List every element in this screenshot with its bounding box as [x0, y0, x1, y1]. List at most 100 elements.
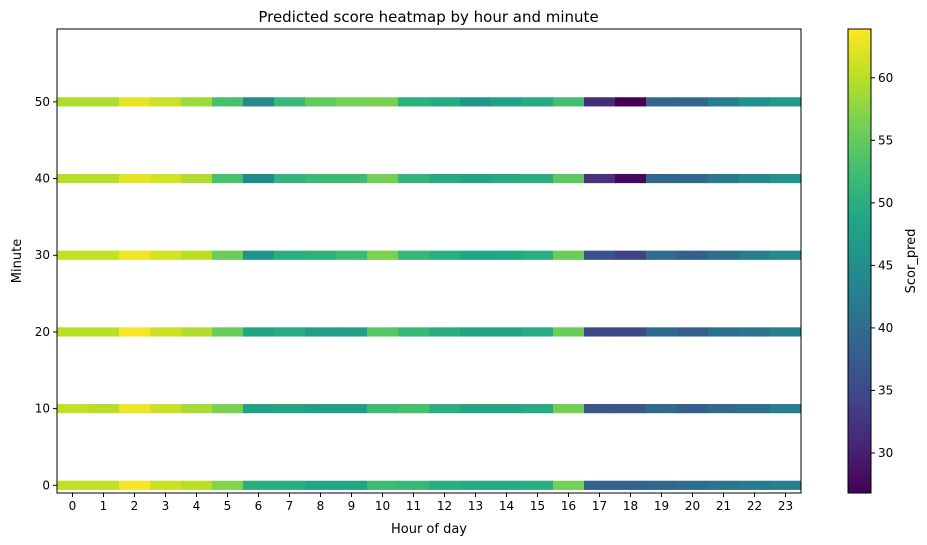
heatmap-cell [584, 250, 616, 260]
x-tick-label: 2 [131, 499, 139, 513]
colorbar-ticks: 30 35 40 45 50 55 60 [871, 71, 893, 460]
heatmap-cell [57, 97, 89, 107]
x-tick-label: 13 [468, 499, 483, 513]
heatmap-cell [57, 480, 89, 490]
y-tick-label: 10 [35, 402, 50, 416]
heatmap-cell [491, 250, 523, 260]
heatmap-cell [88, 250, 120, 260]
heatmap-cell [460, 97, 492, 107]
heatmap-cell [243, 480, 275, 490]
heatmap-cell [88, 480, 120, 490]
heatmap-cell [274, 404, 306, 414]
heatmap-cell [150, 97, 182, 107]
heatmap-cell [305, 404, 337, 414]
heatmap-cell [491, 480, 523, 490]
heatmap-cell [708, 404, 740, 414]
heatmap-cell [336, 173, 368, 184]
heatmap-cell [646, 327, 678, 337]
heatmap-cell [739, 480, 771, 490]
heatmap-cell [398, 250, 430, 260]
heatmap-cell [553, 404, 585, 414]
heatmap-cell [553, 480, 585, 490]
heatmap-cell [522, 404, 554, 414]
heatmap-cell [181, 327, 213, 337]
colorbar-tick-label: 40 [878, 321, 893, 335]
heatmap-cell [739, 173, 771, 184]
x-axis-label: Hour of day [391, 522, 467, 537]
heatmap-cell [677, 480, 709, 490]
colorbar-tick-label: 45 [878, 258, 893, 272]
heatmap-cell [615, 97, 647, 107]
heatmap-cell [150, 173, 182, 184]
heatmap-cell [770, 327, 802, 337]
heatmap-cell [553, 250, 585, 260]
heatmap-cell [119, 250, 151, 260]
heatmap-cell [677, 327, 709, 337]
heatmap-cell [181, 173, 213, 184]
heatmap-cell [429, 327, 461, 337]
heatmap-cell [305, 173, 337, 184]
heatmap-cell [150, 404, 182, 414]
heatmap-cell [119, 404, 151, 414]
heatmap-cell [398, 404, 430, 414]
heatmap-cell [708, 480, 740, 490]
heatmap-cell [243, 327, 275, 337]
heatmap-cell [584, 173, 616, 184]
x-tick-label: 11 [406, 499, 421, 513]
heatmap-cell [212, 173, 244, 184]
heatmap-cell [646, 480, 678, 490]
heatmap-cell [429, 173, 461, 184]
heatmap-cell [57, 327, 89, 337]
x-tick-label: 9 [348, 499, 356, 513]
heatmap-cell [708, 173, 740, 184]
heatmap-cells [57, 97, 802, 490]
heatmap-cell [522, 173, 554, 184]
colorbar-tick-label: 55 [878, 133, 893, 147]
heatmap-cell [429, 480, 461, 490]
heatmap-cell [119, 327, 151, 337]
heatmap-cell [646, 250, 678, 260]
heatmap-cell [243, 404, 275, 414]
x-tick-label: 14 [499, 499, 514, 513]
heatmap-cell [584, 97, 616, 107]
heatmap-cell [305, 250, 337, 260]
heatmap-cell [367, 327, 399, 337]
heatmap-cell [553, 327, 585, 337]
heatmap-cell [57, 404, 89, 414]
heatmap-cell [615, 404, 647, 414]
heatmap-cell [367, 250, 399, 260]
y-tick-label: 0 [42, 478, 50, 492]
x-tick-label: 19 [654, 499, 669, 513]
heatmap-cell [491, 404, 523, 414]
heatmap-cell [398, 480, 430, 490]
heatmap-cell [770, 480, 802, 490]
colorbar [847, 28, 872, 494]
heatmap-cell [615, 327, 647, 337]
x-tick-label: 4 [193, 499, 201, 513]
y-tick-label: 30 [35, 248, 50, 262]
heatmap-cell [398, 327, 430, 337]
x-tick-label: 20 [685, 499, 700, 513]
heatmap-cell [677, 250, 709, 260]
heatmap-cell [212, 97, 244, 107]
heatmap-cell [367, 480, 399, 490]
x-tick-label: 7 [286, 499, 294, 513]
heatmap-cell [460, 250, 492, 260]
heatmap-cell [460, 480, 492, 490]
heatmap-cell [212, 404, 244, 414]
heatmap-cell [460, 404, 492, 414]
heatmap-cell [119, 97, 151, 107]
y-tick-label: 50 [35, 95, 50, 109]
heatmap-cell [150, 250, 182, 260]
heatmap-cell [150, 327, 182, 337]
heatmap-cell [708, 97, 740, 107]
heatmap-cell [181, 97, 213, 107]
x-tick-label: 22 [747, 499, 762, 513]
heatmap-cell [212, 250, 244, 260]
heatmap-cell [739, 250, 771, 260]
heatmap-cell [739, 404, 771, 414]
heatmap-cell [243, 97, 275, 107]
heatmap-cell [646, 404, 678, 414]
heatmap-cell [553, 97, 585, 107]
